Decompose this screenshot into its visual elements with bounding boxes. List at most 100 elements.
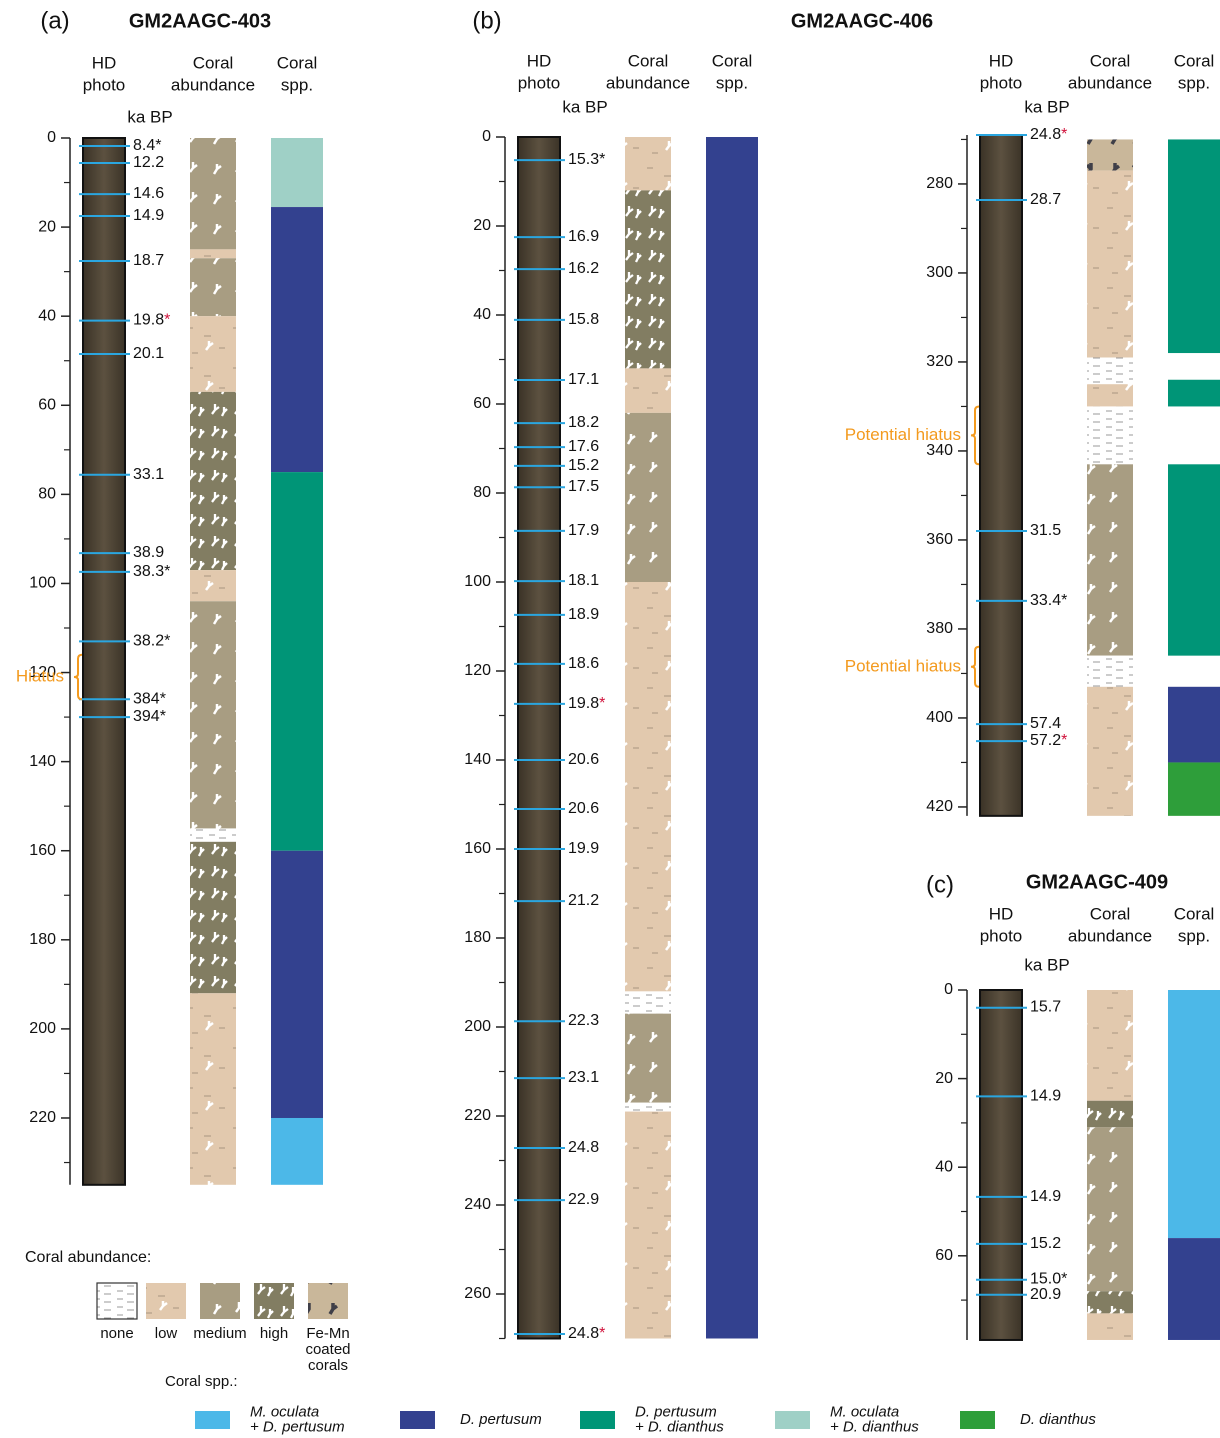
- panel-title: GM2AAGC-409: [1026, 871, 1168, 893]
- date-age: 15.7: [1030, 999, 1061, 1016]
- date-note: *: [1061, 592, 1067, 609]
- date-age: 20.1: [133, 345, 164, 362]
- species-interval: [1168, 139, 1220, 353]
- column-header: Coral: [277, 53, 318, 72]
- abundance-interval: [1087, 687, 1133, 816]
- figure: (a)GM2AAGC-403HDphotoCoralabundanceCoral…: [0, 0, 1220, 1438]
- legend-label: D. dianthus: [1020, 1411, 1096, 1428]
- date-age: 15.2: [1030, 1235, 1061, 1252]
- legend-label: + D. dianthus: [830, 1418, 919, 1435]
- column-header: Coral: [712, 51, 753, 70]
- tick-label: 160: [29, 842, 56, 859]
- abundance-interval: [625, 413, 671, 582]
- date-label: 17.5: [568, 478, 599, 495]
- date-note: *: [160, 708, 166, 725]
- date-note: *: [155, 137, 161, 154]
- abundance-interval: [190, 570, 236, 601]
- date-label: 16.2: [568, 260, 599, 277]
- date-age: 14.9: [133, 207, 164, 224]
- date-label: 21.2: [568, 892, 599, 909]
- tick-label: 200: [464, 1018, 491, 1035]
- tick-label: 240: [464, 1196, 491, 1213]
- legend-swatch: [97, 1283, 137, 1319]
- tick-label: 340: [926, 442, 953, 459]
- date-label: 38.9: [133, 544, 164, 561]
- column-header: HD: [989, 51, 1014, 70]
- legend-label: D. pertusum: [460, 1411, 542, 1428]
- date-label: 17.1: [568, 371, 599, 388]
- tick-label: 300: [926, 264, 953, 281]
- legend-label: high: [260, 1325, 288, 1342]
- tick-label: 100: [464, 573, 491, 590]
- date-label: 57.4: [1030, 715, 1061, 732]
- date-age: 20.9: [1030, 1286, 1061, 1303]
- tick-label: 0: [944, 981, 953, 998]
- legend-swatch: [308, 1283, 348, 1319]
- panel-label: (b): [472, 7, 501, 34]
- abundance-interval: [190, 138, 236, 249]
- date-label: 20.6: [568, 751, 599, 768]
- date-label: 18.9: [568, 606, 599, 623]
- abundance-interval: [1087, 406, 1133, 464]
- date-age: 19.8: [568, 695, 599, 712]
- date-label: 15.2: [1030, 1235, 1061, 1252]
- date-label: 20.9: [1030, 1286, 1061, 1303]
- abundance-interval: [625, 190, 671, 368]
- date-age: 21.2: [568, 892, 599, 909]
- date-age: 18.1: [568, 572, 599, 589]
- legend-swatch: [146, 1283, 186, 1319]
- tick-label: 280: [926, 175, 953, 192]
- date-age: 22.3: [568, 1012, 599, 1029]
- abundance-interval: [190, 392, 236, 570]
- species-interval: [1168, 464, 1220, 655]
- date-label: 28.7: [1030, 191, 1061, 208]
- date-label: 38.3*: [133, 563, 170, 580]
- species-interval: [271, 138, 323, 207]
- column-header: photo: [83, 75, 126, 94]
- column-header: abundance: [606, 73, 690, 92]
- tick-label: 60: [473, 395, 491, 412]
- legend-label: medium: [193, 1325, 246, 1342]
- column-header: spp.: [281, 75, 313, 94]
- date-age: 24.8: [568, 1139, 599, 1156]
- tick-label: 140: [464, 751, 491, 768]
- species-interval: [1168, 687, 1220, 763]
- date-age: 14.6: [133, 185, 164, 202]
- legend-swatch: [775, 1411, 810, 1429]
- legend-swatch: [200, 1283, 240, 1319]
- species-interval: [706, 137, 758, 1339]
- age-unit: ka BP: [127, 107, 172, 126]
- abundance-interval: [190, 842, 236, 993]
- date-note: *: [599, 695, 605, 712]
- date-age: 33.1: [133, 466, 164, 483]
- date-label: 14.9: [1030, 1188, 1061, 1205]
- date-age: 15.2: [568, 457, 599, 474]
- column-header: spp.: [1178, 926, 1210, 945]
- abundance-interval: [190, 601, 236, 828]
- species-interval: [271, 851, 323, 1118]
- date-age: 22.9: [568, 1191, 599, 1208]
- species-interval: [1168, 1238, 1220, 1340]
- abundance-interval: [625, 582, 671, 991]
- date-age: 38.9: [133, 544, 164, 561]
- date-age: 38.3: [133, 563, 164, 580]
- date-label: 18.1: [568, 572, 599, 589]
- date-label: 31.5: [1030, 522, 1061, 539]
- date-age: 18.2: [568, 414, 599, 431]
- date-label: 18.6: [568, 655, 599, 672]
- legend-label: + D. pertusum: [250, 1418, 345, 1435]
- date-age: 16.9: [568, 228, 599, 245]
- date-age: 19.9: [568, 840, 599, 857]
- tick-label: 400: [926, 709, 953, 726]
- column-header: Coral: [1090, 904, 1131, 923]
- species-interval: [271, 207, 323, 472]
- date-note: *: [599, 151, 605, 168]
- date-age: 15.3: [568, 151, 599, 168]
- column-header: Coral: [1090, 51, 1131, 70]
- date-label: 57.2*: [1030, 732, 1067, 749]
- tick-label: 220: [464, 1107, 491, 1124]
- species-interval: [271, 472, 323, 851]
- abundance-interval: [1087, 1291, 1133, 1313]
- date-label: 15.7: [1030, 999, 1061, 1016]
- legend-label: low: [155, 1325, 178, 1342]
